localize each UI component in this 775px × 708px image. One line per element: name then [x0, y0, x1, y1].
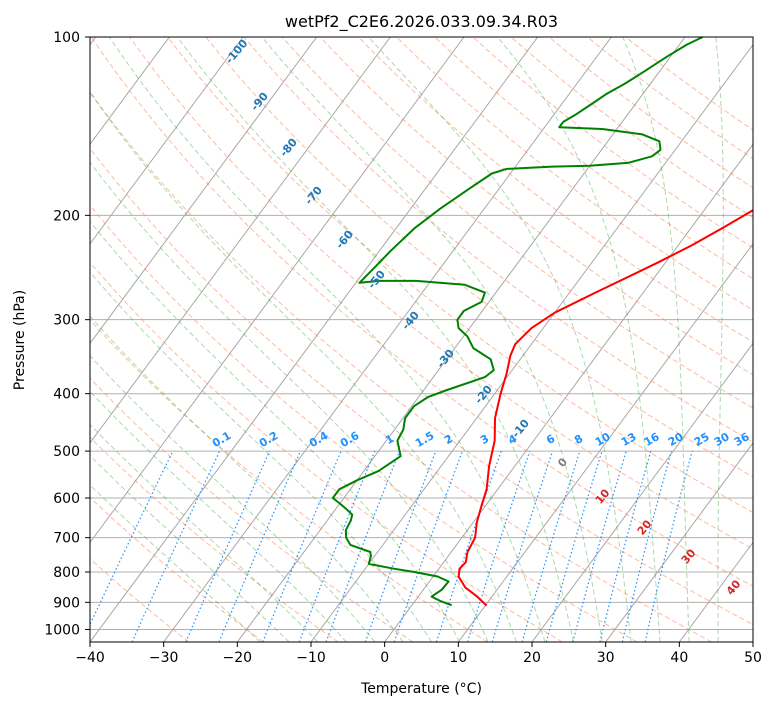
isotherm-line [163, 37, 612, 642]
x-tick-label: 0 [380, 650, 389, 666]
dry-adiabat-line [90, 90, 753, 626]
mixing-ratio-line [262, 450, 342, 642]
moist-adiabat-line [622, 37, 690, 642]
moist-adiabat-line [261, 37, 603, 642]
moist-adiabat-line [90, 315, 404, 642]
moist-adiabat-line [715, 37, 724, 642]
x-tick-label: −20 [223, 650, 253, 666]
isotherm-line [90, 37, 318, 345]
x-axis-title: Temperature (°C) [360, 681, 482, 697]
isotherm-line [90, 37, 244, 245]
mixing-ratio-line [393, 450, 463, 642]
isotherm-line [384, 143, 753, 642]
y-tick-label: 900 [53, 595, 80, 611]
x-tick-label: 10 [449, 650, 467, 666]
isotherm-line [90, 37, 391, 444]
moist-adiabat-line [90, 354, 376, 642]
y-tick-label: 400 [53, 387, 80, 403]
moist-adiabat-line [176, 37, 575, 642]
dry-adiabat-line [90, 204, 638, 642]
mixing-ratio-line [218, 450, 302, 642]
isotherm-line [531, 342, 753, 642]
mixing-ratio-line [185, 450, 271, 642]
moist-adiabat-line [90, 271, 432, 642]
y-tick-label: 200 [53, 208, 80, 224]
mixing-ratio-line [621, 450, 672, 642]
mixing-ratio-line [599, 450, 652, 642]
mixing-ratio-line [435, 450, 502, 642]
y-tick-label: 500 [53, 444, 80, 460]
mixing-ratio-line [364, 450, 437, 642]
x-tick-label: −10 [296, 650, 326, 666]
isotherm-line [236, 37, 686, 642]
chart-title: wetPf2_C2E6.2026.033.09.34.R03 [285, 12, 558, 32]
mixing-ratio-line [644, 450, 693, 642]
moist-adiabat-line [90, 220, 461, 642]
y-tick-label: 100 [53, 30, 80, 46]
mixing-ratio-line [545, 450, 603, 642]
isotherm-line [310, 43, 753, 642]
x-tick-label: 50 [744, 650, 762, 666]
y-tick-label: 800 [53, 565, 80, 581]
moist-adiabat-line [368, 37, 632, 642]
dry-adiabat-line [90, 147, 712, 642]
moist-adiabat-line [90, 454, 290, 642]
dry-adiabat-line [243, 37, 753, 443]
dry-adiabat-line [90, 319, 488, 642]
isotherm-line [605, 442, 753, 642]
moist-adiabat-line [90, 390, 347, 642]
isotherm-line [457, 242, 753, 642]
dewpoint-profile-line [331, 37, 704, 607]
y-tick-label: 600 [53, 491, 80, 507]
moist-adiabat-line [90, 484, 261, 642]
x-tick-label: 20 [523, 650, 541, 666]
isotherm-line [90, 37, 170, 146]
mixing-ratio-line [572, 450, 627, 642]
mixing-ratio-line [298, 450, 376, 642]
x-tick-label: 40 [670, 650, 688, 666]
mixing-ratio-line [325, 450, 401, 642]
y-axis-title: Pressure (hPa) [12, 290, 28, 390]
y-tick-label: 700 [53, 531, 80, 547]
plot-frame [89, 36, 754, 643]
x-tick-label: −40 [75, 650, 105, 666]
dry-adiabat-line [90, 558, 190, 642]
x-tick-label: −30 [149, 650, 179, 666]
dry-adiabat-line [281, 37, 753, 409]
mixing-ratio-line [466, 450, 531, 642]
dry-adiabat-line [396, 37, 753, 311]
isotherm-line [90, 37, 539, 642]
x-tick-label: 30 [597, 650, 615, 666]
dry-adiabat-line [129, 37, 753, 550]
moist-adiabat-line [90, 423, 319, 642]
x-axis: −40 −30 −20 −10 0 10 20 30 40 50 [75, 642, 762, 666]
sounding-series [331, 37, 753, 607]
dry-adiabat-line [90, 377, 414, 642]
y-axis: 100 200 300 400 500 600 700 800 900 1000 [44, 30, 90, 638]
mixing-ratio-line [521, 450, 581, 642]
dry-adiabat-line [90, 261, 563, 642]
isotherm-line [90, 37, 465, 544]
mixing-ratio-line [491, 450, 554, 642]
y-tick-label: 300 [53, 313, 80, 329]
moist-adiabat-line [108, 37, 546, 642]
temperature-profile-line [457, 209, 753, 607]
y-tick-label: 1000 [44, 622, 80, 638]
background-lines [90, 37, 753, 642]
